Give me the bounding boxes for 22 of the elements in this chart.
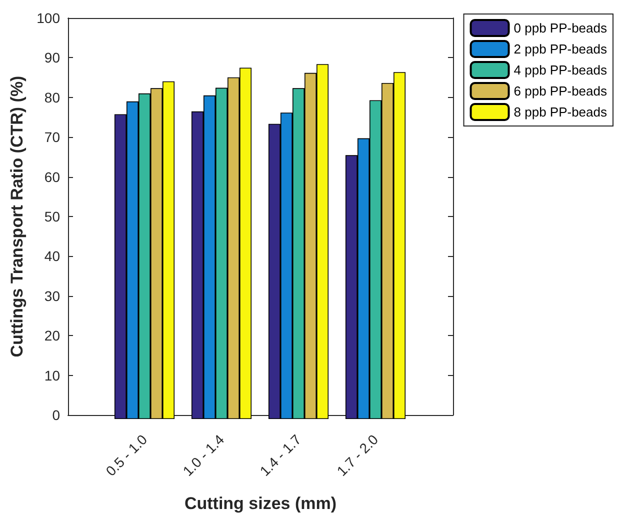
x-tick-label: 1.0 - 1.4 bbox=[180, 431, 228, 479]
legend-label: 8 ppb PP-beads bbox=[514, 104, 608, 120]
y-tick-label: 90 bbox=[44, 50, 60, 66]
y-tick-label: 40 bbox=[44, 248, 60, 264]
y-tick-label: 80 bbox=[44, 89, 60, 106]
y-axis-title: Cuttings Transport Ratio (CTR) (%) bbox=[8, 76, 27, 358]
y-tick-label: 20 bbox=[44, 328, 60, 344]
legend-label: 6 ppb PP-beads bbox=[514, 84, 608, 98]
legend-label: 2 ppb PP-beads bbox=[514, 42, 608, 56]
y-tick-label: 60 bbox=[44, 168, 60, 185]
y-tick-label: 100 bbox=[36, 10, 60, 26]
legend-label: 4 ppb PP-beads bbox=[514, 62, 608, 78]
y-tick-label: 0 bbox=[52, 407, 60, 423]
x-axis-title: Cutting sizes (mm) bbox=[184, 494, 337, 513]
legend-label: 0 ppb PP-beads bbox=[514, 20, 608, 36]
x-tick-label: 1.7 - 2.0 bbox=[334, 431, 382, 479]
y-tick-label: 50 bbox=[44, 208, 60, 224]
y-tick-label: 30 bbox=[44, 288, 60, 304]
y-tick-label: 10 bbox=[44, 367, 60, 384]
y-tick-label: 70 bbox=[44, 129, 60, 146]
x-tick-label: 1.4 - 1.7 bbox=[256, 431, 304, 479]
x-tick-label: 0.5 - 1.0 bbox=[102, 431, 150, 479]
